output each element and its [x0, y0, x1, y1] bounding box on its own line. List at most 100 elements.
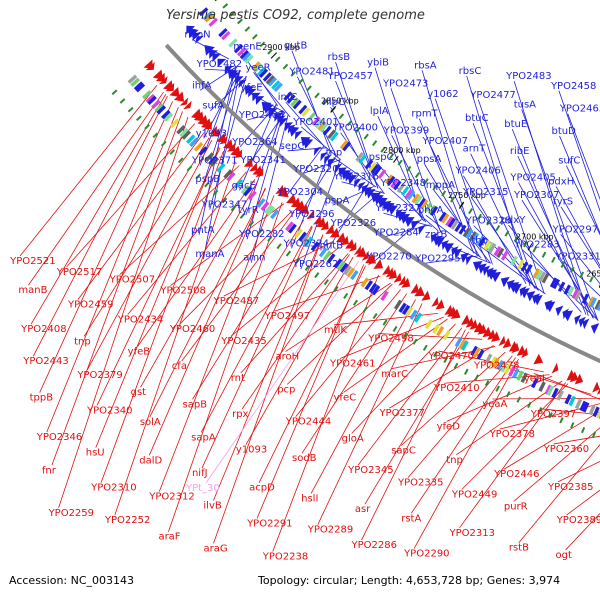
forward-cds-block	[306, 112, 316, 122]
reverse-cds-block	[247, 190, 257, 201]
forward-cds-block	[424, 202, 433, 213]
reverse-gene-label: y1093	[236, 445, 267, 456]
reverse-gene-arrow	[223, 139, 234, 150]
scale-tick	[248, 220, 255, 227]
scale-tick	[495, 224, 501, 232]
reverse-cds-block	[339, 262, 349, 273]
reverse-gene-label: rpx	[232, 409, 248, 420]
reverse-label-leader	[565, 512, 600, 551]
forward-gene-label: pdxY	[501, 215, 527, 226]
forward-gene-label: btuC	[465, 113, 489, 124]
forward-cds-block	[510, 255, 518, 266]
reverse-label-leader	[213, 234, 324, 501]
reverse-gene-arrow	[431, 296, 439, 307]
forward-label-leader	[291, 50, 331, 152]
forward-cds-block	[552, 278, 561, 290]
forward-cds-block	[218, 27, 228, 38]
reverse-cds-block	[371, 285, 381, 296]
reverse-gene-arrow	[498, 335, 506, 347]
reverse-gene-label: YPO2340	[86, 405, 132, 416]
scale-tick	[295, 257, 301, 264]
forward-gene-label: YPO2316	[333, 172, 379, 183]
scale-tick	[541, 251, 547, 258]
forward-gene-label: YPO2315	[462, 187, 508, 198]
reverse-gene-label: rstA	[401, 513, 421, 524]
forward-gene-label: mppA	[426, 180, 455, 191]
forward-gene-label: pntB	[320, 240, 344, 251]
reverse-gene-arrow	[592, 381, 600, 393]
forward-cds-block	[465, 228, 474, 240]
forward-label-leader	[560, 234, 600, 285]
reverse-cds-block	[151, 99, 161, 110]
reverse-gene-arrow	[255, 168, 264, 178]
reverse-gene-label: YPO2408	[20, 324, 66, 335]
reverse-gene-arrow	[203, 121, 213, 130]
forward-label-leader	[374, 67, 423, 221]
forward-cds-block	[404, 188, 414, 199]
forward-cds-block	[574, 289, 582, 301]
reverse-label-leader	[32, 95, 168, 357]
scale-tick	[338, 113, 345, 120]
scale-tick	[397, 159, 403, 166]
reverse-cds-block	[310, 241, 320, 252]
forward-cds-block	[438, 211, 447, 222]
forward-label-leader	[377, 116, 426, 223]
forward-cds-block	[401, 186, 410, 197]
reverse-gene-label: ilvB	[203, 500, 221, 511]
reverse-cds-block	[592, 406, 600, 418]
forward-cds-block	[393, 180, 402, 191]
reverse-label-leader	[456, 380, 563, 456]
reverse-gene-arrow	[569, 371, 579, 383]
reverse-gene-arrow	[349, 241, 357, 252]
reverse-gene-label: yfeD	[437, 421, 461, 432]
forward-gene-label: YPO2320	[292, 164, 338, 175]
reverse-cds-block	[216, 162, 226, 173]
forward-gene-label: YPO2327	[374, 203, 420, 214]
reverse-gene-label: dalD	[139, 455, 162, 466]
forward-cds-block	[500, 250, 509, 261]
reverse-gene-label: YPO2434	[117, 314, 163, 325]
scale-tick	[382, 319, 388, 326]
reverse-gene-arrow	[277, 186, 289, 198]
forward-cds-block	[386, 175, 396, 186]
forward-label-leader	[391, 135, 442, 234]
reverse-gene-arrow	[169, 86, 180, 98]
reverse-cds-block	[223, 169, 233, 179]
forward-cds-block	[541, 273, 550, 284]
reverse-cds-block	[551, 387, 559, 399]
reverse-gene-label: cfa	[172, 361, 187, 372]
forward-gene-label: y1062	[427, 89, 458, 100]
scale-tick	[591, 431, 597, 439]
forward-gene-label: nlpC	[323, 97, 345, 108]
reverse-cds-block	[508, 366, 516, 377]
reverse-gene-label: YPO2238	[262, 552, 308, 563]
forward-label-leader	[424, 164, 481, 258]
forward-label-leader	[477, 99, 545, 294]
forward-gene-arrow	[268, 107, 278, 118]
reverse-gene-label: YPO2470	[427, 351, 473, 362]
reverse-cds-block	[264, 204, 274, 215]
reverse-gene-label: yfeC	[334, 392, 357, 403]
forward-gene-arrow	[555, 305, 564, 317]
reverse-label-leader	[96, 147, 221, 406]
scale-tick	[450, 196, 456, 203]
reverse-gene-label: YPO2459	[67, 299, 113, 310]
reverse-gene-arrow	[208, 125, 218, 135]
forward-cds-block	[532, 268, 541, 279]
reverse-gene-arrow	[179, 97, 189, 106]
reverse-cds-block	[133, 81, 144, 91]
forward-cds-block	[535, 269, 544, 281]
reverse-label-leader	[230, 246, 340, 337]
reverse-label-leader	[200, 225, 313, 433]
scale-tick	[406, 165, 412, 172]
forward-cds-block	[525, 264, 533, 275]
reverse-cds-block	[364, 280, 374, 291]
forward-gene-label: menE	[233, 42, 262, 53]
forward-label-leader	[202, 69, 241, 185]
reverse-cds-block	[147, 95, 157, 105]
reverse-cds-block	[256, 198, 266, 208]
scale-tick	[306, 85, 312, 92]
forward-cds-block	[390, 178, 399, 189]
reverse-cds-block	[556, 390, 564, 401]
forward-label-leader	[479, 245, 546, 295]
